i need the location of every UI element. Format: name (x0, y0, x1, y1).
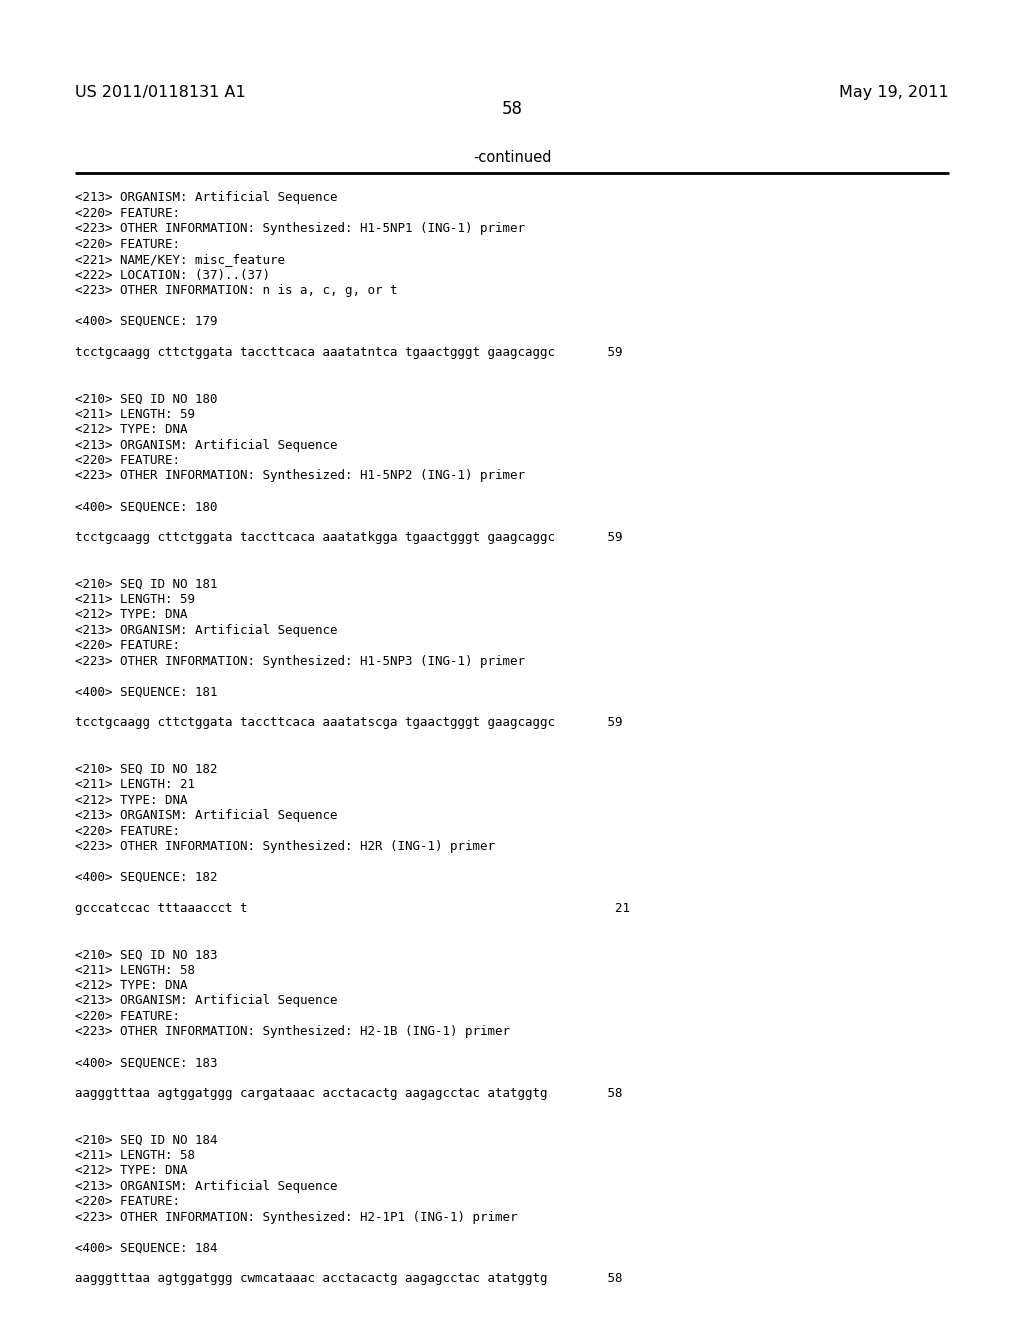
Text: <220> FEATURE:: <220> FEATURE: (75, 454, 180, 467)
Text: <213> ORGANISM: Artificial Sequence: <213> ORGANISM: Artificial Sequence (75, 1180, 337, 1193)
Text: <223> OTHER INFORMATION: Synthesized: H1-5NP3 (ING-1) primer: <223> OTHER INFORMATION: Synthesized: H1… (75, 655, 524, 668)
Text: <212> TYPE: DNA: <212> TYPE: DNA (75, 609, 187, 622)
Text: <220> FEATURE:: <220> FEATURE: (75, 238, 180, 251)
Text: gcccatccac tttaaaccct t                                                 21: gcccatccac tttaaaccct t 21 (75, 902, 630, 915)
Text: <211> LENGTH: 59: <211> LENGTH: 59 (75, 408, 195, 421)
Text: <212> TYPE: DNA: <212> TYPE: DNA (75, 1164, 187, 1177)
Text: <211> LENGTH: 21: <211> LENGTH: 21 (75, 779, 195, 791)
Text: <213> ORGANISM: Artificial Sequence: <213> ORGANISM: Artificial Sequence (75, 191, 337, 205)
Text: <220> FEATURE:: <220> FEATURE: (75, 1010, 180, 1023)
Text: <212> TYPE: DNA: <212> TYPE: DNA (75, 979, 187, 993)
Text: US 2011/0118131 A1: US 2011/0118131 A1 (75, 84, 246, 100)
Text: <223> OTHER INFORMATION: n is a, c, g, or t: <223> OTHER INFORMATION: n is a, c, g, o… (75, 284, 397, 297)
Text: <210> SEQ ID NO 181: <210> SEQ ID NO 181 (75, 578, 217, 590)
Text: <213> ORGANISM: Artificial Sequence: <213> ORGANISM: Artificial Sequence (75, 624, 337, 636)
Text: <400> SEQUENCE: 181: <400> SEQUENCE: 181 (75, 685, 217, 698)
Text: aagggtttaa agtggatggg cargataaac acctacactg aagagcctac atatggtg        58: aagggtttaa agtggatggg cargataaac acctaca… (75, 1088, 623, 1100)
Text: tcctgcaagg cttctggata taccttcaca aaatatscga tgaactgggt gaagcaggc       59: tcctgcaagg cttctggata taccttcaca aaatats… (75, 717, 623, 730)
Text: -continued: -continued (473, 149, 551, 165)
Text: <210> SEQ ID NO 183: <210> SEQ ID NO 183 (75, 948, 217, 961)
Text: <213> ORGANISM: Artificial Sequence: <213> ORGANISM: Artificial Sequence (75, 438, 337, 451)
Text: <223> OTHER INFORMATION: Synthesized: H1-5NP2 (ING-1) primer: <223> OTHER INFORMATION: Synthesized: H1… (75, 470, 524, 482)
Text: <212> TYPE: DNA: <212> TYPE: DNA (75, 793, 187, 807)
Text: May 19, 2011: May 19, 2011 (840, 84, 949, 100)
Text: <213> ORGANISM: Artificial Sequence: <213> ORGANISM: Artificial Sequence (75, 809, 337, 822)
Text: <221> NAME/KEY: misc_feature: <221> NAME/KEY: misc_feature (75, 253, 285, 267)
Text: aagggtttaa agtggatggg cwmcataaac acctacactg aagagcctac atatggtg        58: aagggtttaa agtggatggg cwmcataaac acctaca… (75, 1272, 623, 1286)
Text: <220> FEATURE:: <220> FEATURE: (75, 639, 180, 652)
Text: <400> SEQUENCE: 179: <400> SEQUENCE: 179 (75, 315, 217, 327)
Text: <212> TYPE: DNA: <212> TYPE: DNA (75, 424, 187, 436)
Text: tcctgcaagg cttctggata taccttcaca aaatatntca tgaactgggt gaagcaggc       59: tcctgcaagg cttctggata taccttcaca aaatatn… (75, 346, 623, 359)
Text: <211> LENGTH: 58: <211> LENGTH: 58 (75, 1148, 195, 1162)
Text: <400> SEQUENCE: 182: <400> SEQUENCE: 182 (75, 871, 217, 884)
Text: <222> LOCATION: (37)..(37): <222> LOCATION: (37)..(37) (75, 269, 269, 281)
Text: tcctgcaagg cttctggata taccttcaca aaatatkgga tgaactgggt gaagcaggc       59: tcctgcaagg cttctggata taccttcaca aaatatk… (75, 531, 623, 544)
Text: <220> FEATURE:: <220> FEATURE: (75, 825, 180, 838)
Text: <213> ORGANISM: Artificial Sequence: <213> ORGANISM: Artificial Sequence (75, 994, 337, 1007)
Text: <223> OTHER INFORMATION: Synthesized: H1-5NP1 (ING-1) primer: <223> OTHER INFORMATION: Synthesized: H1… (75, 222, 524, 235)
Text: <223> OTHER INFORMATION: Synthesized: H2-1P1 (ING-1) primer: <223> OTHER INFORMATION: Synthesized: H2… (75, 1210, 517, 1224)
Text: <211> LENGTH: 59: <211> LENGTH: 59 (75, 593, 195, 606)
Text: <220> FEATURE:: <220> FEATURE: (75, 207, 180, 220)
Text: <400> SEQUENCE: 180: <400> SEQUENCE: 180 (75, 500, 217, 513)
Text: <210> SEQ ID NO 180: <210> SEQ ID NO 180 (75, 392, 217, 405)
Text: <400> SEQUENCE: 183: <400> SEQUENCE: 183 (75, 1056, 217, 1069)
Text: <210> SEQ ID NO 184: <210> SEQ ID NO 184 (75, 1134, 217, 1147)
Text: <220> FEATURE:: <220> FEATURE: (75, 1196, 180, 1208)
Text: <223> OTHER INFORMATION: Synthesized: H2-1B (ING-1) primer: <223> OTHER INFORMATION: Synthesized: H2… (75, 1026, 510, 1039)
Text: <400> SEQUENCE: 184: <400> SEQUENCE: 184 (75, 1242, 217, 1254)
Text: <223> OTHER INFORMATION: Synthesized: H2R (ING-1) primer: <223> OTHER INFORMATION: Synthesized: H2… (75, 840, 495, 853)
Text: <211> LENGTH: 58: <211> LENGTH: 58 (75, 964, 195, 977)
Text: <210> SEQ ID NO 182: <210> SEQ ID NO 182 (75, 763, 217, 776)
Text: 58: 58 (502, 100, 522, 119)
